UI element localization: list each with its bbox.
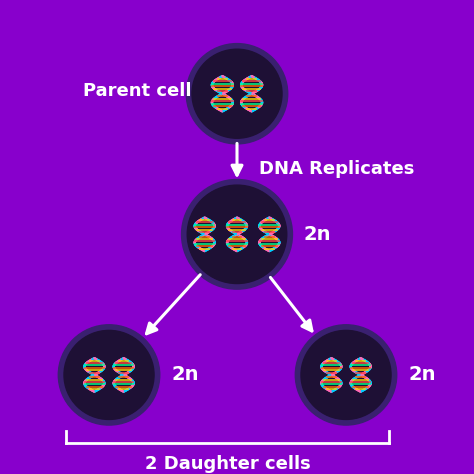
Circle shape <box>192 49 282 138</box>
Text: DNA Replicates: DNA Replicates <box>259 160 414 178</box>
Circle shape <box>182 180 292 289</box>
Circle shape <box>187 185 287 283</box>
Text: 2n: 2n <box>171 365 199 384</box>
Text: 2n: 2n <box>408 365 436 384</box>
Text: 2 Daughter cells: 2 Daughter cells <box>145 455 310 473</box>
Circle shape <box>186 44 288 144</box>
Text: 2n: 2n <box>304 225 331 244</box>
Circle shape <box>58 325 160 425</box>
Text: Parent cell: Parent cell <box>83 82 191 100</box>
Circle shape <box>301 330 391 419</box>
Circle shape <box>64 330 154 419</box>
Circle shape <box>295 325 397 425</box>
